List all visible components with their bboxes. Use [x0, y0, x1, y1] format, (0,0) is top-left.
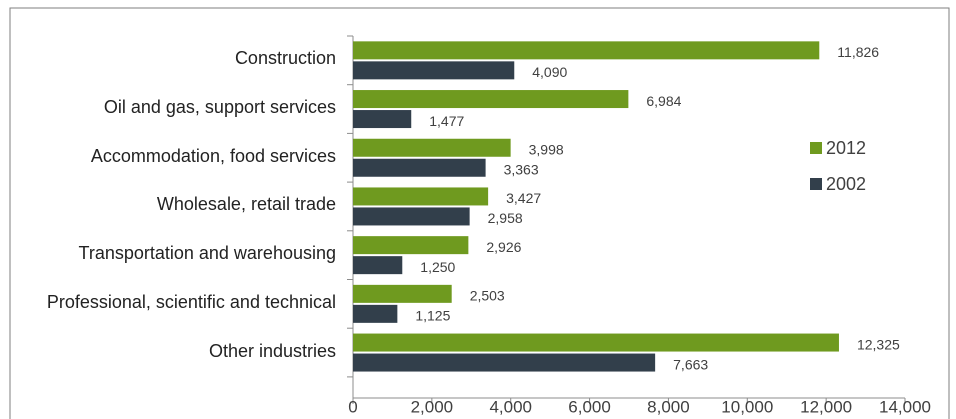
value-label: 7,663 — [673, 356, 708, 372]
bar — [353, 158, 486, 177]
x-tick-label: 14,000 — [879, 397, 931, 416]
bar — [353, 333, 839, 352]
bar — [353, 41, 820, 60]
category-label-text: Construction — [234, 48, 336, 69]
value-label: 12,325 — [857, 336, 900, 352]
value-label: 4,090 — [532, 64, 567, 80]
value-label: 1,125 — [415, 308, 450, 324]
bar — [353, 110, 412, 129]
x-tick-label: 0 — [348, 397, 357, 416]
value-label: 3,363 — [504, 161, 539, 177]
category-label: Other industries — [14, 329, 336, 373]
x-tick-label: 12,000 — [800, 397, 852, 416]
value-label: 3,427 — [506, 190, 541, 206]
x-tick-label: 4,000 — [489, 397, 532, 416]
bar — [353, 256, 403, 275]
legend-swatch — [810, 142, 822, 154]
value-label: 6,984 — [646, 93, 681, 109]
category-label-text: Other industries — [208, 340, 336, 361]
category-label-text: Oil and gas, support services — [103, 97, 336, 118]
bar — [353, 187, 489, 206]
legend-label: 2002 — [826, 174, 866, 194]
bar — [353, 207, 470, 226]
value-label: 2,958 — [488, 210, 523, 226]
category-label: Oil and gas, support services — [14, 85, 336, 129]
value-label: 3,998 — [529, 141, 564, 157]
value-label: 2,926 — [486, 239, 521, 255]
bar — [353, 90, 629, 109]
chart-border — [9, 7, 950, 419]
value-label: 1,477 — [429, 113, 464, 129]
bar — [353, 304, 398, 323]
category-label-text: Accommodation, food services — [90, 145, 336, 166]
legend-swatch — [810, 178, 822, 190]
category-label-text: Wholesale, retail trade — [156, 194, 336, 215]
x-tick-label: 6,000 — [568, 397, 611, 416]
category-label-text: Transportation and warehousing — [78, 243, 337, 264]
x-tick-label: 2,000 — [411, 397, 454, 416]
bar — [353, 61, 515, 80]
category-label-text: Professional, scientific and technical — [46, 291, 336, 312]
x-tick-label: 8,000 — [647, 397, 690, 416]
bar — [353, 353, 656, 372]
value-label: 2,503 — [470, 288, 505, 304]
category-label: Construction — [14, 36, 336, 80]
category-label: Transportation and warehousing — [14, 231, 337, 275]
category-label: Accommodation, food services — [14, 134, 336, 178]
category-label: Professional, scientific and technical — [14, 280, 336, 324]
legend-label: 2012 — [826, 138, 866, 158]
category-label: Wholesale, retail trade — [14, 182, 336, 226]
bar — [353, 284, 452, 303]
value-label: 1,250 — [420, 259, 455, 275]
bar — [353, 138, 511, 157]
value-label: 11,826 — [837, 44, 879, 60]
x-tick-label: 10,000 — [721, 397, 773, 416]
bar — [353, 236, 469, 255]
